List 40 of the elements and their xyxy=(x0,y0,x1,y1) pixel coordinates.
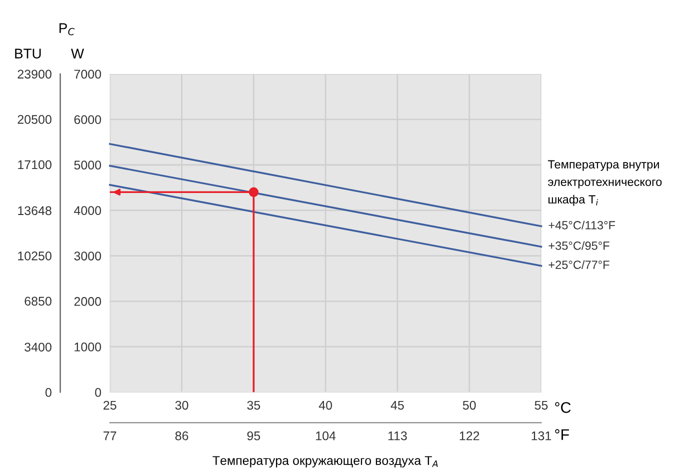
y2-tick-label: 0 xyxy=(45,388,52,397)
series-label: +45°C/113°F xyxy=(548,220,616,230)
series-label: +25°C/77°F xyxy=(548,260,610,269)
y2-tick-label: 3400 xyxy=(24,342,52,352)
series-label: +35°C/95°F xyxy=(548,241,610,250)
x2-tick-label: 95 xyxy=(247,431,260,440)
y2-tick-label: 10250 xyxy=(18,252,52,260)
y-tick-label: 7000 xyxy=(74,70,102,79)
x2-tick-label: 122 xyxy=(460,431,480,440)
x-tick-label: 30 xyxy=(175,400,188,410)
x-tick-label: 35 xyxy=(247,400,260,410)
x2-tick-label: 77 xyxy=(104,432,116,440)
y2-tick-label: 17100 xyxy=(18,160,52,170)
y-axis-title: W xyxy=(71,48,84,58)
x-tick-label: 50 xyxy=(462,400,476,410)
x2-tick-label: 104 xyxy=(316,431,336,440)
x-tick-label: 25 xyxy=(104,400,116,410)
x2-tick-label: 131 xyxy=(532,431,552,440)
text: Температура окружающего воздуха T$_{A}$ xyxy=(212,456,438,468)
chart-title: P$_{C}$ xyxy=(60,23,75,36)
x2-tick-label: 113 xyxy=(388,431,407,440)
x-axis-title: °C xyxy=(555,402,571,413)
y-tick-label: 1000 xyxy=(74,342,102,352)
x-tick-label: 40 xyxy=(318,400,332,410)
y-tick-label: 2000 xyxy=(74,297,102,306)
y-tick-label: 5000 xyxy=(74,160,102,170)
y2-tick-label: 6850 xyxy=(24,296,52,306)
y2-tick-label: 20500 xyxy=(18,115,52,124)
x-tick-label: 55 xyxy=(534,400,548,410)
x2-tick-label: 86 xyxy=(175,431,188,440)
y-tick-label: 3000 xyxy=(74,252,102,260)
y-tick-label: 4000 xyxy=(74,206,102,215)
y-tick-label: 0 xyxy=(95,388,102,397)
y2-tick-label: 13648 xyxy=(18,206,52,216)
y2-axis-title: BTU xyxy=(15,48,41,58)
x2-axis-title: °F xyxy=(555,429,569,440)
y-tick-label: 6000 xyxy=(74,115,102,124)
legend-title: Температура внутри электротехнического шкафа T$_{i}$ xyxy=(548,160,662,206)
x-tick-label: 45 xyxy=(390,400,404,410)
y2-tick-label: 23900 xyxy=(18,70,52,79)
